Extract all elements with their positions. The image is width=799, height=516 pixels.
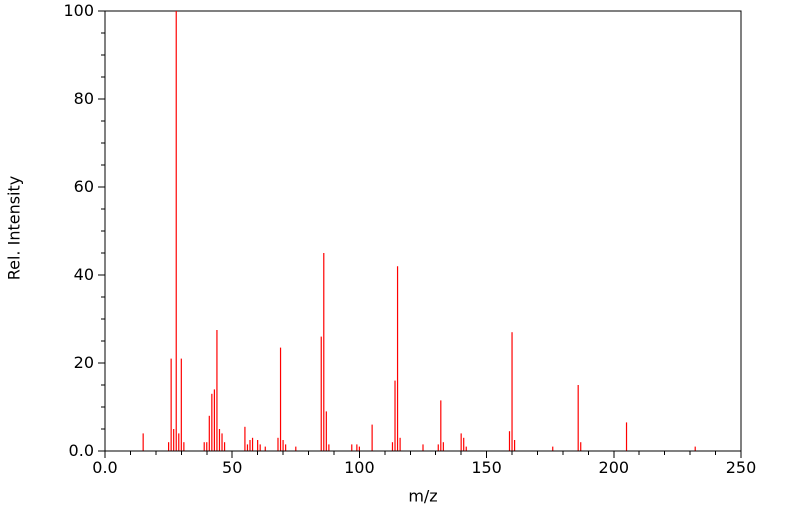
y-axis-tick-label: 20 bbox=[74, 353, 94, 372]
x-axis-title: m/z bbox=[408, 486, 438, 506]
x-axis-tick-label: 100 bbox=[344, 458, 375, 477]
plot-frame bbox=[104, 10, 742, 452]
x-axis-tick-label: 50 bbox=[222, 458, 242, 477]
x-axis-tick-label: 150 bbox=[471, 458, 502, 477]
y-axis-tick-label: 100 bbox=[63, 1, 94, 20]
y-axis-tick-label: 0.0 bbox=[69, 441, 94, 460]
x-axis-tick-label: 200 bbox=[599, 458, 630, 477]
y-axis-tick-label: 80 bbox=[74, 89, 94, 108]
x-axis-tick-label: 0.0 bbox=[92, 458, 117, 477]
y-axis-tick-label: 40 bbox=[74, 265, 94, 284]
y-axis-title: Rel. Intensity bbox=[4, 175, 24, 281]
x-axis-tick-label: 250 bbox=[726, 458, 757, 477]
y-axis-tick-label: 60 bbox=[74, 177, 94, 196]
